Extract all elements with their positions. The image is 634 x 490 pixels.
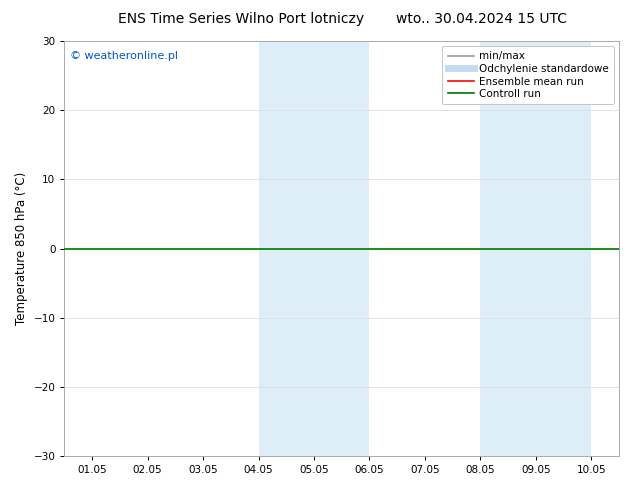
Text: ENS Time Series Wilno Port lotniczy: ENS Time Series Wilno Port lotniczy: [118, 12, 364, 26]
Y-axis label: Temperature 850 hPa (°C): Temperature 850 hPa (°C): [15, 172, 28, 325]
Text: wto.. 30.04.2024 15 UTC: wto.. 30.04.2024 15 UTC: [396, 12, 567, 26]
Text: © weatheronline.pl: © weatheronline.pl: [70, 51, 178, 61]
Bar: [259, 41, 314, 456]
Bar: [536, 41, 592, 456]
Legend: min/max, Odchylenie standardowe, Ensemble mean run, Controll run: min/max, Odchylenie standardowe, Ensembl…: [443, 46, 614, 104]
Bar: [314, 41, 370, 456]
Bar: [481, 41, 536, 456]
